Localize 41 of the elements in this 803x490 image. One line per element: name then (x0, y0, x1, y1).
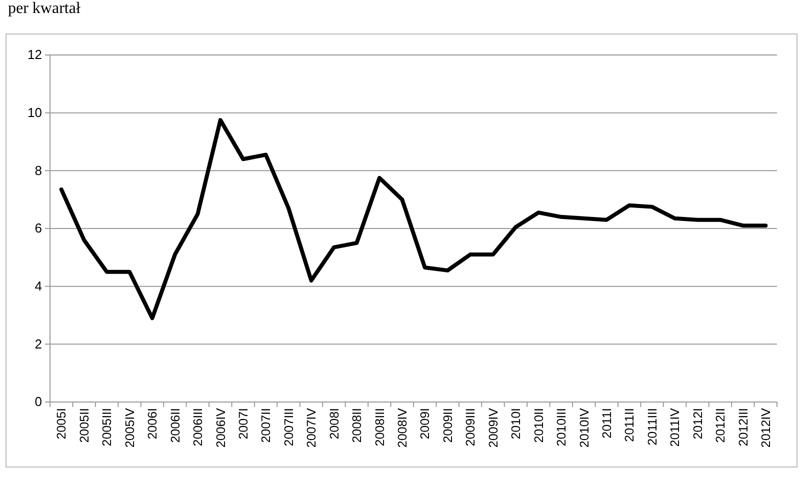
x-tick-label: 2011IV (668, 407, 682, 447)
x-tick-label: 2010IV (577, 407, 592, 448)
x-tick-label: 2007IV (304, 407, 319, 448)
x-tick-label: 2006I (146, 408, 160, 440)
x-tick-label: 2007I (236, 408, 250, 440)
x-tick-label: 2005I (54, 408, 69, 440)
line-series (59, 118, 768, 320)
x-tick-label: 2008II (350, 408, 364, 443)
x-tick-label: 2008I (327, 408, 342, 440)
y-tick-label: 4 (34, 278, 42, 294)
chart-title: per kwartał (8, 0, 81, 17)
x-tick-label: 2010I (509, 408, 524, 440)
x-tick-label: 2010III (554, 408, 569, 446)
x-tick-label: 2007II (259, 408, 274, 443)
x-tick-label: 2012I (690, 408, 705, 440)
x-tick-label: 2007III (282, 408, 296, 446)
x-tick-label: 2009III (464, 408, 478, 446)
x-tick-label: 2009II (440, 408, 455, 443)
x-tick-label: 2012IV (759, 407, 774, 448)
x-tick-label: 2009I (418, 408, 432, 440)
x-tick-label: 2011I (600, 408, 614, 438)
x-tick-label: 2008III (372, 408, 387, 446)
y-tick-label: 12 (28, 47, 42, 62)
x-tick-label: 2012III (736, 408, 750, 446)
x-tick-label: 2006III (191, 408, 206, 446)
y-tick-label: 8 (34, 162, 42, 178)
y-tick-label: 6 (34, 220, 42, 236)
y-tick-label: 10 (28, 104, 42, 120)
x-tick-label: 2005IV (122, 407, 137, 448)
x-tick-label: 2006II (168, 408, 182, 443)
x-tick-label: 2005II (77, 408, 92, 443)
x-tick-label: 2012II (714, 408, 728, 443)
x-tick-label: 2006IV (214, 407, 228, 448)
x-tick-label: 2010II (532, 408, 546, 443)
x-tick-label: 2009IV (486, 407, 500, 448)
x-tick-label: 2005III (100, 408, 114, 446)
y-tick-label: 0 (34, 394, 42, 410)
x-tick-label: 2011II (622, 408, 637, 442)
x-tick-label: 2008IV (396, 407, 410, 448)
x-tick-label: 2011III (645, 408, 660, 446)
y-tick-label: 2 (34, 336, 42, 352)
